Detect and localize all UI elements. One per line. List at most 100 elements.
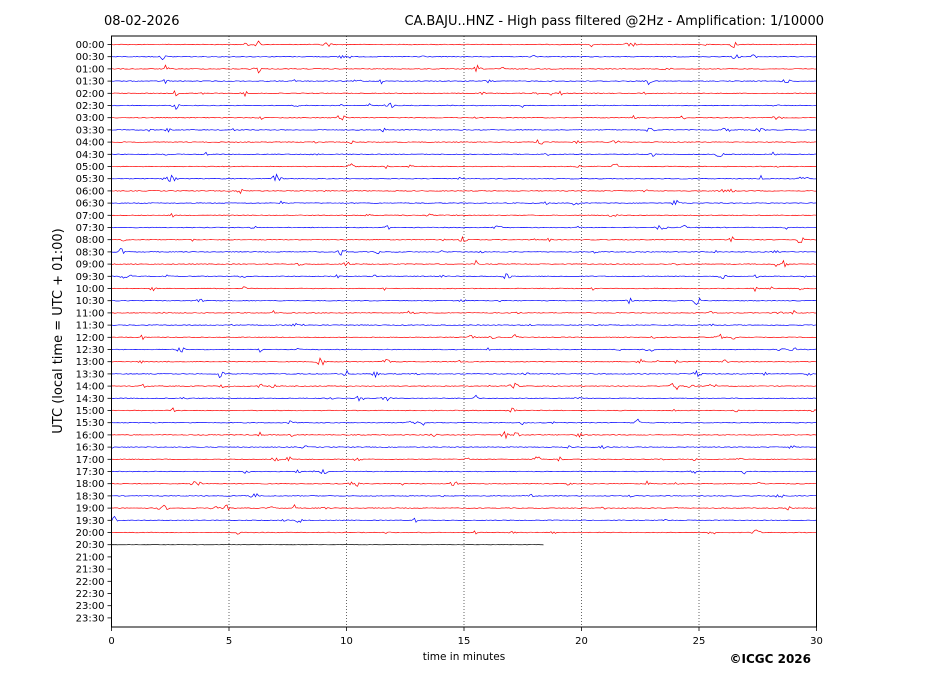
y-tick-label: 00:00 (76, 40, 105, 51)
y-tick-label: 03:30 (76, 125, 105, 136)
date-label: 08-02-2026 (104, 14, 180, 29)
y-axis-label: UTC (local time = UTC + 01:00) (51, 228, 66, 433)
chart-title: CA.BAJU..HNZ - High pass filtered @2Hz -… (405, 14, 825, 29)
seismic-trace (111, 333, 817, 341)
seismic-trace (111, 173, 817, 182)
y-tick-label: 13:00 (76, 357, 105, 368)
y-tick-label: 02:00 (76, 89, 105, 100)
x-tick-label: 10 (340, 636, 353, 647)
seismic-trace (111, 224, 817, 230)
y-tick-label: 23:00 (76, 601, 105, 612)
copyright: ©ICGC 2026 (729, 652, 811, 666)
y-tick-label: 04:30 (76, 150, 105, 161)
seismic-trace (111, 456, 817, 462)
trace-group (111, 40, 817, 546)
seismic-trace (111, 188, 817, 195)
x-tick-label: 0 (108, 636, 114, 647)
seismic-trace (111, 418, 817, 426)
x-tick-label: 30 (810, 636, 823, 647)
seismic-trace (111, 369, 817, 379)
y-tick-label: 10:30 (76, 296, 105, 307)
x-axis: 0 5 10 15 20 25 30 (108, 627, 823, 647)
y-tick-label: 06:00 (76, 186, 105, 197)
seismic-trace (111, 444, 817, 450)
y-tick-label: 06:30 (76, 199, 105, 210)
y-tick-label: 03:00 (76, 113, 105, 124)
seismic-trace (111, 297, 817, 305)
y-tick-label: 18:00 (76, 479, 105, 490)
seismic-trace (111, 480, 817, 487)
y-tick-label: 05:00 (76, 162, 105, 173)
seismic-trace (111, 212, 817, 218)
seismic-trace (111, 468, 817, 475)
x-tick-label: 5 (226, 636, 232, 647)
y-tick-label: 20:00 (76, 528, 105, 539)
seismic-trace (111, 515, 817, 523)
y-tick-label: 22:00 (76, 577, 105, 588)
y-tick-label: 15:30 (76, 418, 105, 429)
seismic-trace (111, 127, 817, 133)
seismic-trace (111, 64, 817, 74)
seismic-trace (111, 259, 817, 268)
seismic-trace (111, 248, 817, 256)
seismic-trace (111, 139, 817, 145)
y-tick-label: 09:00 (76, 260, 105, 271)
x-tick-label: 25 (693, 636, 706, 647)
y-tick-label: 11:30 (76, 321, 105, 332)
seismic-trace (111, 309, 817, 315)
seismic-trace (111, 493, 817, 498)
seismic-trace (111, 54, 817, 61)
y-tick-label: 02:30 (76, 101, 105, 112)
seismic-trace (111, 430, 817, 440)
seismic-trace (111, 394, 817, 402)
seismic-trace (111, 286, 817, 293)
y-tick-label: 16:30 (76, 443, 105, 454)
y-tick-label: 19:00 (76, 504, 105, 515)
seismic-trace (111, 382, 817, 391)
y-tick-label: 15:00 (76, 406, 105, 417)
y-tick-label: 14:30 (76, 394, 105, 405)
y-tick-label: 01:00 (76, 64, 105, 75)
y-tick-label: 17:00 (76, 455, 105, 466)
y-tick-label: 16:00 (76, 430, 105, 441)
y-tick-label: 11:00 (76, 308, 105, 319)
y-tick-label: 00:30 (76, 52, 105, 63)
seismic-trace (111, 529, 817, 535)
seismic-trace (111, 504, 817, 511)
y-tick-label: 18:30 (76, 491, 105, 502)
seismic-trace (111, 89, 817, 98)
seismic-trace (111, 347, 817, 353)
seismic-trace (111, 40, 817, 49)
x-tick-label: 20 (575, 636, 588, 647)
seismic-trace (111, 322, 817, 327)
x-grid (228, 36, 700, 627)
x-axis-label: time in minutes (423, 651, 505, 663)
y-tick-label: 13:30 (76, 369, 105, 380)
y-tick-label: 01:30 (76, 77, 105, 88)
y-tick-label: 19:30 (76, 516, 105, 527)
y-tick-label: 20:30 (76, 540, 105, 551)
y-tick-label: 08:30 (76, 247, 105, 258)
y-tick-label: 10:00 (76, 284, 105, 295)
plot-frame (111, 35, 817, 628)
y-tick-label: 05:30 (76, 174, 105, 185)
y-tick-label: 08:00 (76, 235, 105, 246)
y-tick-label: 22:30 (76, 589, 105, 600)
y-tick-label: 04:00 (76, 138, 105, 149)
seismic-trace (111, 357, 817, 366)
y-tick-label: 07:00 (76, 211, 105, 222)
seismic-trace (111, 151, 817, 158)
y-tick-label: 14:00 (76, 382, 105, 393)
y-tick-label: 17:30 (76, 467, 105, 478)
y-tick-label: 21:00 (76, 552, 105, 563)
seismic-trace (111, 235, 817, 244)
y-tick-label: 12:00 (76, 333, 105, 344)
y-tick-label: 07:30 (76, 223, 105, 234)
y-tick-label: 09:30 (76, 272, 105, 283)
seismic-trace (111, 163, 817, 170)
y-tick-label: 12:30 (76, 345, 105, 356)
seismic-trace (111, 199, 817, 206)
seismic-trace (111, 102, 817, 111)
